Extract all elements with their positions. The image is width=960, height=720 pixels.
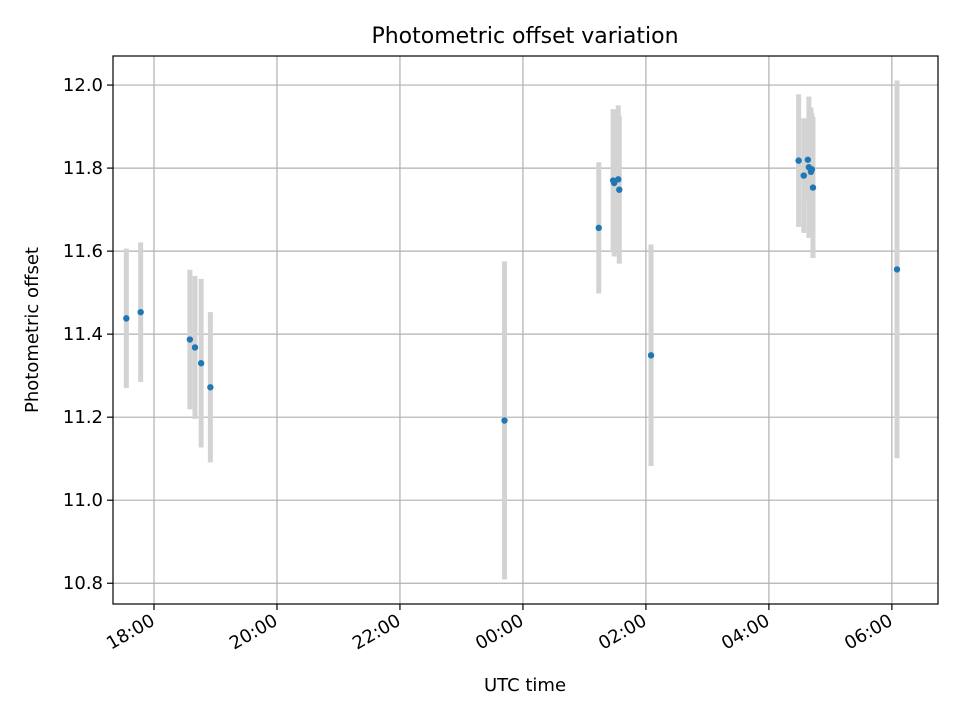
data-point	[795, 157, 802, 164]
data-point	[808, 166, 816, 173]
data-point	[615, 176, 622, 183]
data-points	[123, 156, 901, 424]
data-point	[207, 384, 214, 391]
y-tick-label: 11.4	[63, 324, 103, 345]
data-point	[616, 186, 623, 193]
y-axis-label: Photometric offset	[22, 247, 43, 413]
chart-title: Photometric offset variation	[371, 24, 678, 49]
data-point	[595, 224, 602, 232]
data-point	[191, 344, 199, 351]
grid	[113, 56, 938, 604]
data-point	[197, 360, 205, 367]
data-point	[800, 172, 807, 179]
y-axis-ticks: 10.8 11.0 11.2 11.4 11.6 11.8 12.0	[63, 75, 113, 594]
y-tick-label: 11.8	[63, 158, 103, 179]
data-point	[501, 417, 508, 424]
plot-frame	[112, 55, 939, 605]
data-point	[123, 315, 130, 322]
data-point	[186, 336, 194, 343]
data-point	[804, 156, 812, 163]
data-point	[610, 179, 618, 187]
data-point	[647, 352, 655, 359]
x-axis-label: UTC time	[484, 675, 566, 696]
y-tick-label: 11.2	[63, 407, 103, 428]
data-point	[809, 184, 817, 191]
y-tick-label: 11.0	[63, 490, 103, 511]
y-tick-label: 10.8	[63, 573, 103, 594]
y-tick-label: 12.0	[63, 75, 103, 96]
data-point	[137, 308, 144, 316]
data-point	[893, 266, 901, 273]
y-tick-label: 11.6	[63, 241, 103, 262]
